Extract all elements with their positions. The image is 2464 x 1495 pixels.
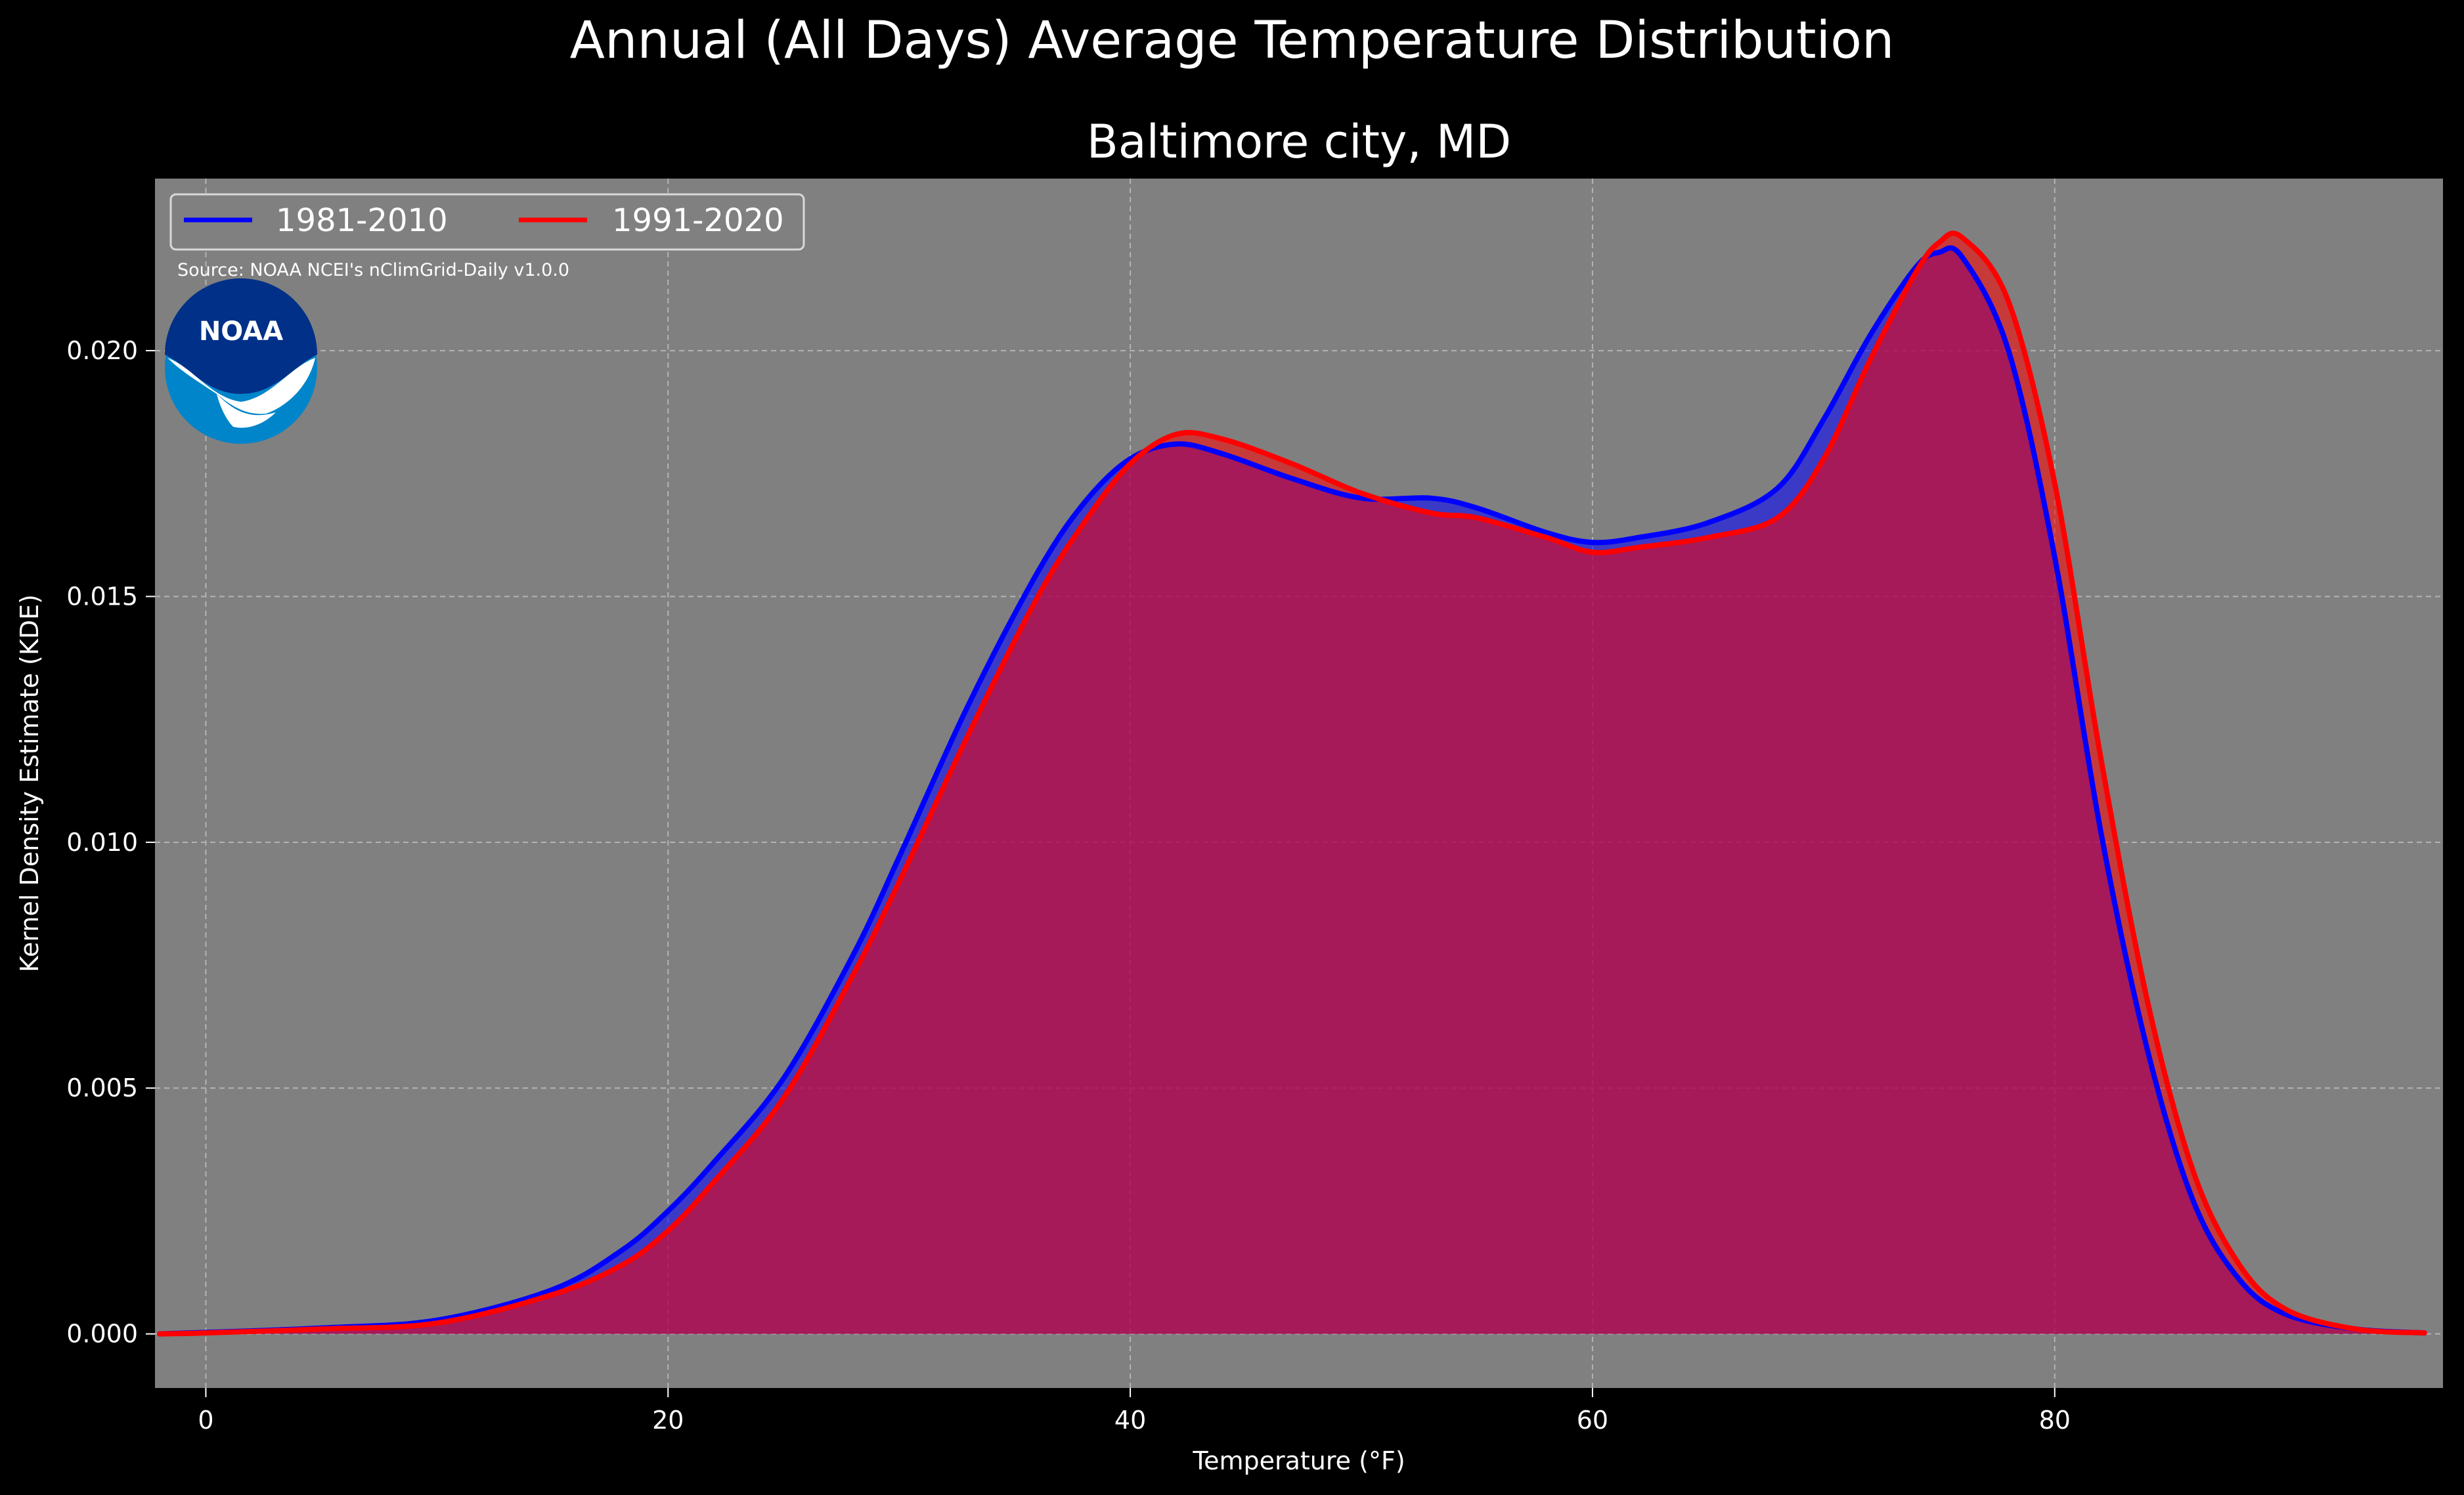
x-tick-label: 20 xyxy=(652,1406,684,1435)
legend-label-1981-2010: 1981-2010 xyxy=(276,202,448,239)
x-axis: 0 20 40 60 80 xyxy=(198,1388,2071,1435)
y-tick-label: 0.015 xyxy=(66,582,138,611)
noaa-gull-wing xyxy=(217,394,276,428)
series-line-1991-2020 xyxy=(157,230,2427,1337)
x-tick-label: 0 xyxy=(198,1406,213,1435)
y-axis-label: Kernel Density Estimate (KDE) xyxy=(15,594,44,972)
legend-box xyxy=(169,193,805,251)
y-tick-label: 0.020 xyxy=(66,336,138,365)
x-axis-label: Temperature (°F) xyxy=(1192,1446,1405,1475)
noaa-gull-icon xyxy=(167,358,315,414)
source-note: Source: NOAA NCEI's nClimGrid-Daily v1.0… xyxy=(177,260,569,280)
y-tick-label: 0.005 xyxy=(66,1073,138,1102)
y-tick-label: 0.000 xyxy=(66,1320,138,1349)
figure-suptitle: Annual (All Days) Average Temperature Di… xyxy=(570,11,1895,70)
x-tick-label: 80 xyxy=(2039,1406,2071,1435)
y-axis: 0.000 0.005 0.010 0.015 0.020 xyxy=(66,336,155,1349)
x-tick-label: 40 xyxy=(1114,1406,1146,1435)
noaa-logo-text: NOAA xyxy=(199,316,283,347)
noaa-logo-top xyxy=(165,278,317,394)
area-fills xyxy=(160,233,2425,1334)
x-tick-label: 60 xyxy=(1577,1406,1608,1435)
y-tick-label: 0.010 xyxy=(66,828,138,857)
series-line-1981-2010 xyxy=(157,245,2427,1337)
chart-title: Baltimore city, MD xyxy=(1087,115,1511,169)
area-fill-1991-2020 xyxy=(160,233,2425,1334)
legend: 1981-2010 1991-2020 xyxy=(169,193,805,251)
legend-label-1991-2020: 1991-2020 xyxy=(612,202,784,239)
noaa-logo: NOAA xyxy=(165,278,317,444)
series-lines xyxy=(157,230,2427,1337)
